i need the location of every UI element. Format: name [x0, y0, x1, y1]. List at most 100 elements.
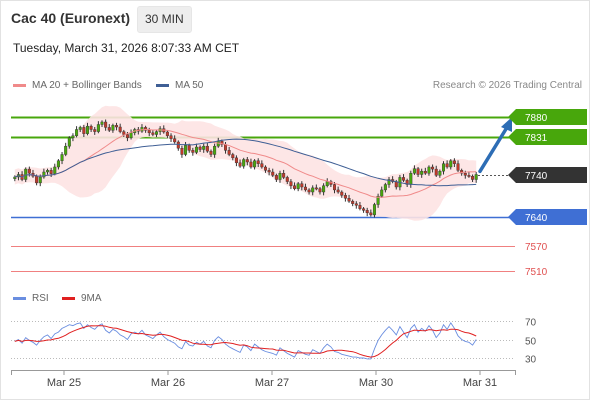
- candle-body: [307, 189, 311, 193]
- candle-body: [434, 168, 438, 176]
- candle-body: [460, 170, 464, 174]
- price-tag-pivot: [508, 209, 587, 225]
- legend-ma9: 9MA: [62, 293, 102, 304]
- instrument-title: Cac 40 (Euronext): [11, 10, 131, 26]
- candle-body: [336, 189, 340, 193]
- candle-body: [147, 130, 151, 134]
- ma50-line: [14, 138, 477, 187]
- candle-body: [125, 134, 129, 139]
- legend-ma20-label: MA 20 + Bollinger Bands: [32, 80, 142, 91]
- candle-body: [238, 162, 242, 167]
- candle-body: [42, 171, 46, 178]
- x-tick-label: Mar 26: [151, 377, 185, 389]
- candle-body: [311, 187, 315, 193]
- candle-body: [365, 210, 369, 214]
- candle-body: [24, 168, 28, 180]
- candle-body: [118, 126, 122, 132]
- legend-ma50-label: MA 50: [175, 80, 204, 91]
- candle-body: [431, 166, 435, 170]
- candle-body: [111, 125, 115, 131]
- candle-body: [169, 135, 173, 139]
- x-tick-label: Mar 30: [359, 377, 393, 389]
- candle-body: [129, 132, 133, 139]
- price-label-resistance-1: 7831: [525, 133, 548, 144]
- candle-body: [289, 181, 293, 186]
- candle-body: [260, 163, 264, 168]
- candle-body: [107, 127, 111, 131]
- candle-body: [46, 170, 50, 173]
- candle-body: [75, 129, 79, 136]
- price-label-current-price: 7740: [525, 171, 548, 182]
- candle-body: [224, 144, 228, 151]
- candle-body: [463, 173, 467, 176]
- candle-body: [122, 131, 126, 135]
- candle-body: [209, 150, 213, 155]
- candle-body: [409, 173, 413, 185]
- candle-body: [78, 127, 82, 130]
- rsi-tick-label: 70: [525, 318, 537, 329]
- candle-body: [93, 129, 97, 132]
- candle-body: [67, 137, 71, 147]
- candle-body: [322, 185, 326, 193]
- candle-body: [285, 177, 289, 182]
- candle-body: [245, 159, 249, 163]
- candle-body: [202, 145, 206, 150]
- candle-body: [234, 157, 238, 164]
- candle-body: [358, 205, 362, 209]
- candle-body: [333, 184, 337, 191]
- candle-body: [115, 125, 119, 128]
- candle-body: [176, 141, 180, 149]
- candle-body: [314, 187, 318, 190]
- candle-body: [242, 159, 246, 167]
- interval-selector[interactable]: 30 MIN: [137, 6, 192, 33]
- price-tag-resistance-1: [508, 129, 587, 145]
- price-label-support-1: 7570: [525, 242, 548, 253]
- price-label-pivot: 7640: [525, 213, 548, 224]
- candle-body: [293, 185, 297, 189]
- candle-body: [220, 140, 224, 145]
- legend-ma20: MA 20 + Bollinger Bands: [13, 80, 142, 91]
- candle-body: [412, 168, 416, 174]
- candle-body: [372, 204, 376, 216]
- candle-body: [100, 121, 104, 125]
- x-tick-label: Mar 27: [255, 377, 289, 389]
- candle-body: [383, 184, 387, 191]
- candle-body: [263, 166, 267, 171]
- price-tag-current-price: [508, 167, 587, 183]
- candle-body: [151, 132, 155, 135]
- ma20-line: [14, 128, 477, 198]
- candle-body: [380, 189, 384, 197]
- candle-body: [60, 154, 64, 161]
- candle-body: [56, 160, 60, 168]
- candle-body: [369, 212, 373, 216]
- candle-body: [165, 131, 169, 136]
- candle-body: [325, 181, 329, 186]
- candle-body: [187, 145, 191, 151]
- candle-body: [271, 171, 275, 176]
- candle-body: [231, 154, 235, 159]
- candle-body: [53, 166, 57, 174]
- candle-body: [351, 200, 355, 204]
- candle-body: [274, 175, 278, 180]
- candle-body: [35, 175, 39, 184]
- candle-body: [49, 170, 53, 174]
- candle-body: [471, 175, 475, 180]
- ma9-swatch: [62, 297, 75, 300]
- legend-ma50: MA 50: [156, 80, 203, 91]
- candle-body: [362, 208, 366, 211]
- candle-body: [376, 195, 380, 205]
- candle-body: [340, 191, 344, 196]
- x-tick-label: Mar 25: [47, 377, 81, 389]
- candle-body: [423, 170, 427, 174]
- candle-body: [303, 186, 307, 191]
- candle-body: [191, 150, 195, 153]
- candle-body: [474, 174, 478, 180]
- candle-body: [213, 145, 217, 155]
- candle-body: [278, 173, 282, 180]
- candle-body: [173, 138, 177, 143]
- candle-body: [343, 195, 347, 199]
- candle-body: [71, 135, 75, 139]
- candle-body: [445, 163, 449, 168]
- candle-body: [441, 163, 445, 172]
- candle-body: [467, 175, 471, 177]
